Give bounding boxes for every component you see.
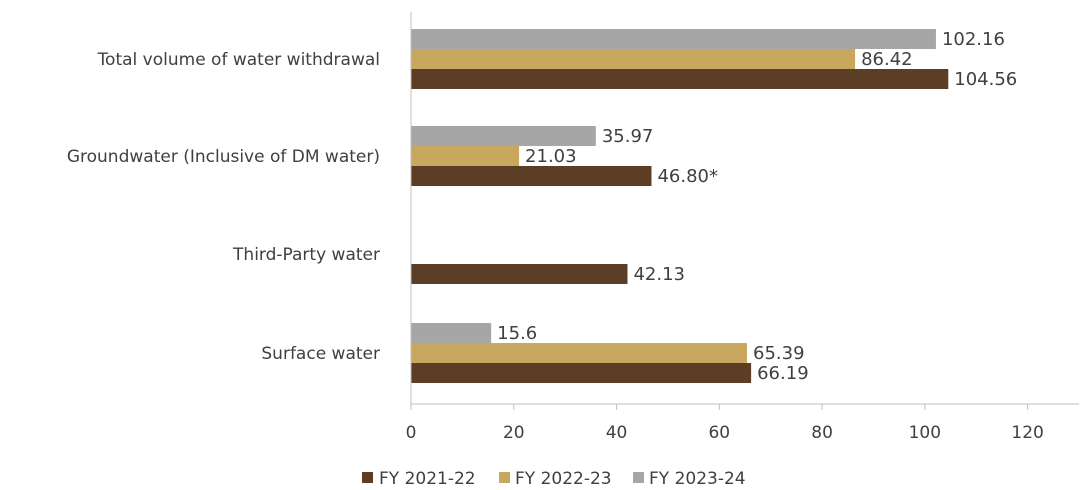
bar: [411, 146, 520, 166]
data-label: 86.42: [861, 49, 913, 70]
x-tick-label: 20: [503, 423, 525, 443]
legend: FY 2021-22 FY 2022-23 FY 2023-24: [362, 469, 746, 489]
data-label: 65.39: [753, 343, 805, 364]
x-tick-label: 80: [811, 423, 833, 443]
bar: [411, 323, 492, 343]
bars: [411, 29, 949, 383]
x-tick-label: 40: [606, 423, 628, 443]
legend-swatch: [633, 472, 644, 483]
x-tick-label: 60: [708, 423, 730, 443]
x-tick-label: 120: [1011, 423, 1043, 443]
legend-label: FY 2023-24: [649, 469, 746, 489]
x-tick-label: 0: [406, 423, 417, 443]
category-label: Groundwater (Inclusive of DM water): [67, 147, 380, 167]
category-labels: Total volume of water withdrawal Groundwa…: [67, 50, 380, 364]
x-tick-label: 100: [909, 423, 941, 443]
x-ticks: 0 20 40 60 80 100 120: [406, 404, 1044, 443]
data-label: 21.03: [525, 146, 577, 167]
bar: [411, 166, 652, 186]
bar: [411, 363, 752, 383]
bar: [411, 49, 856, 69]
data-label: 46.80*: [657, 166, 718, 187]
bar: [411, 69, 949, 89]
legend-label: FY 2021-22: [379, 469, 476, 489]
bar: [411, 29, 936, 49]
data-label: 35.97: [602, 126, 654, 147]
bar: [411, 343, 748, 363]
category-label: Third-Party water: [232, 245, 380, 265]
bar: [411, 264, 628, 284]
category-label: Surface water: [261, 344, 380, 364]
legend-swatch: [499, 472, 510, 483]
data-label: 15.6: [497, 323, 537, 344]
bar: [411, 126, 596, 146]
legend-swatch: [362, 472, 373, 483]
data-label: 66.19: [757, 363, 809, 384]
value-labels: 102.16 86.42 104.56 35.97 21.03 46.80* 42.13 15…: [497, 29, 1017, 384]
data-label: 104.56: [954, 69, 1017, 90]
data-label: 102.16: [942, 29, 1005, 50]
data-label: 42.13: [633, 264, 685, 285]
legend-label: FY 2022-23: [515, 469, 612, 489]
axes: [410, 12, 1079, 405]
category-label: Total volume of water withdrawal: [97, 50, 380, 70]
